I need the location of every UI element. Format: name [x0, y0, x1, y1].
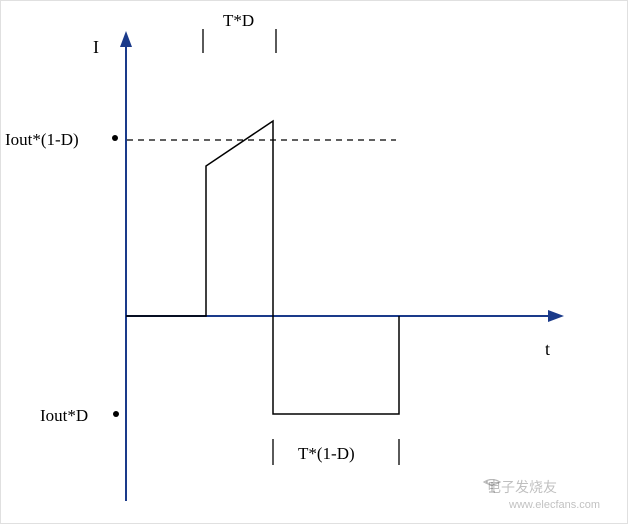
- watermark: 电子发烧友 www.elecfans.com: [481, 479, 600, 512]
- y-axis-arrow: [120, 31, 132, 47]
- waveform: [126, 121, 399, 414]
- bottom-span-label: T*(1-D): [298, 444, 355, 464]
- lower-level-dot: [113, 411, 119, 417]
- upper-level-dot: [112, 135, 118, 141]
- x-axis-label: t: [545, 339, 550, 360]
- upper-level-label: Iout*(1-D): [5, 130, 79, 150]
- lower-level-label: Iout*D: [40, 406, 88, 426]
- x-axis-arrow: [548, 310, 564, 322]
- y-axis-label: I: [93, 37, 99, 58]
- top-span-label: T*D: [223, 11, 254, 31]
- watermark-url: www.elecfans.com: [509, 499, 600, 512]
